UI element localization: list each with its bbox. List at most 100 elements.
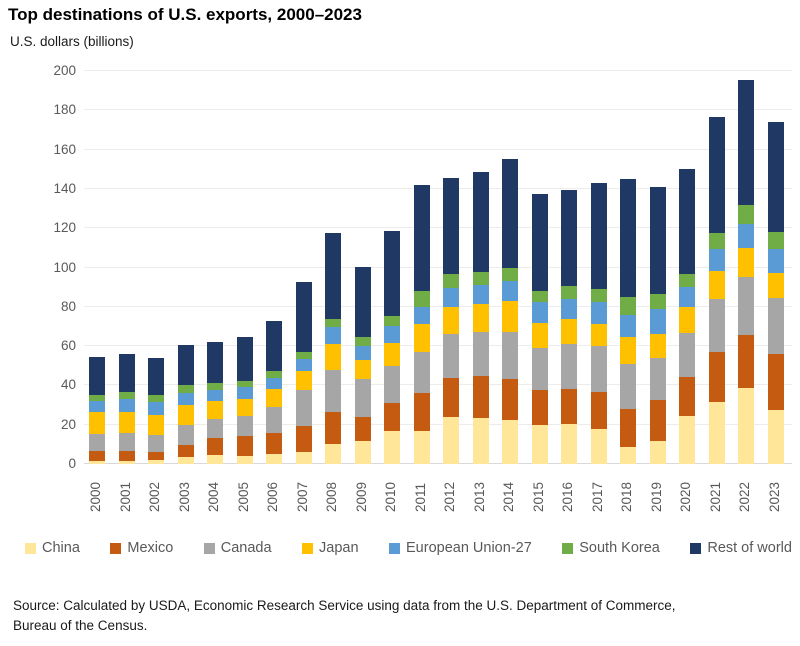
bar-2020-canada <box>679 333 696 378</box>
bar-2011-mexico <box>413 392 430 431</box>
bar-2003-canada <box>177 425 194 445</box>
x-tick-2004: 2004 <box>206 481 222 512</box>
gridline-160 <box>84 148 792 150</box>
bar-2005-japan <box>236 398 253 416</box>
bar-2009-south-korea <box>354 337 371 346</box>
bar-2023-japan <box>767 273 784 299</box>
x-tick-2003: 2003 <box>176 481 192 512</box>
bar-2019-canada <box>649 357 666 401</box>
bar-2022-south-korea <box>738 205 755 225</box>
bar-2021-mexico <box>708 351 725 402</box>
y-tick-100: 100 <box>53 259 76 275</box>
bar-2005-rest-of-world <box>236 337 253 381</box>
y-tick-80: 80 <box>60 298 76 314</box>
bar-2009-japan <box>354 360 371 380</box>
bar-2006-south-korea <box>266 371 283 379</box>
bar-2021-european-union-27 <box>708 249 725 272</box>
bar-2001-japan <box>118 411 135 433</box>
x-tick-2013: 2013 <box>471 481 487 512</box>
bar-2014-china <box>502 419 519 464</box>
bar-2006-rest-of-world <box>266 320 283 372</box>
bar-2017-japan <box>590 324 607 347</box>
bar-2004-mexico <box>207 437 224 455</box>
bar-2008-japan <box>325 343 342 371</box>
bar-2004-european-union-27 <box>207 390 224 401</box>
gridline-120 <box>84 227 792 229</box>
bar-2001 <box>118 354 135 464</box>
bar-2016 <box>561 190 578 464</box>
bar-2012-japan <box>443 307 460 334</box>
bar-2003-south-korea <box>177 385 194 394</box>
bar-2002-canada <box>148 435 165 452</box>
bar-2015-south-korea <box>531 290 548 302</box>
bar-2004-china <box>207 454 224 464</box>
gridline-140 <box>84 187 792 189</box>
legend-swatch-icon <box>203 542 215 554</box>
source-line-2: Bureau of the Census. <box>13 618 148 634</box>
bar-2004-rest-of-world <box>207 342 224 384</box>
bar-2023-mexico <box>767 353 784 410</box>
legend-label: Canada <box>220 540 272 556</box>
legend-label: South Korea <box>579 540 660 556</box>
bar-2003-rest-of-world <box>177 344 194 386</box>
bar-2023-european-union-27 <box>767 249 784 274</box>
bar-2000-canada <box>89 433 106 452</box>
gridline-0 <box>84 463 792 464</box>
bar-2005-mexico <box>236 435 253 456</box>
bar-2007 <box>295 282 312 464</box>
x-tick-2022: 2022 <box>737 481 753 512</box>
x-tick-2001: 2001 <box>117 481 133 512</box>
bar-2007-mexico <box>295 426 312 453</box>
legend-label: Japan <box>319 540 359 556</box>
bar-2008-china <box>325 443 342 464</box>
bar-2018-china <box>620 447 637 464</box>
bar-2009-canada <box>354 379 371 417</box>
legend-item-south-korea: South Korea <box>562 540 660 556</box>
x-tick-2019: 2019 <box>648 481 664 512</box>
bar-2004 <box>207 342 224 464</box>
x-tick-2017: 2017 <box>589 481 605 512</box>
bar-2023-rest-of-world <box>767 121 784 232</box>
y-tick-180: 180 <box>53 102 76 118</box>
bar-2022-european-union-27 <box>738 224 755 249</box>
bar-2004-canada <box>207 418 224 438</box>
bar-2003-china <box>177 456 194 464</box>
bar-2004-south-korea <box>207 383 224 391</box>
bar-2006 <box>266 320 283 464</box>
bar-2013 <box>472 171 489 464</box>
bar-2010-china <box>384 431 401 464</box>
legend-label: China <box>42 540 80 556</box>
bar-2020-china <box>679 416 696 464</box>
bar-2012-china <box>443 417 460 464</box>
bar-2021-canada <box>708 299 725 352</box>
bar-2019-mexico <box>649 400 666 442</box>
gridline-200 <box>84 70 792 71</box>
bar-2001-south-korea <box>118 392 135 399</box>
bar-2011-rest-of-world <box>413 185 430 291</box>
gridline-20 <box>84 423 792 425</box>
bar-2010-canada <box>384 365 401 403</box>
bar-2017-rest-of-world <box>590 183 607 289</box>
bar-2002 <box>148 357 165 464</box>
legend-swatch-icon <box>110 542 122 554</box>
bar-2014-european-union-27 <box>502 281 519 301</box>
y-tick-60: 60 <box>60 338 76 354</box>
bar-2017-china <box>590 429 607 464</box>
bar-2014-canada <box>502 331 519 379</box>
legend-item-japan: Japan <box>302 540 359 556</box>
bar-2023-south-korea <box>767 231 784 250</box>
x-tick-2018: 2018 <box>619 481 635 512</box>
legend-swatch-icon <box>25 542 36 554</box>
bar-2015-canada <box>531 347 548 391</box>
legend-item-canada: Canada <box>203 540 272 556</box>
bar-2005-canada <box>236 415 253 436</box>
bar-2010-european-union-27 <box>384 326 401 343</box>
bar-2008-european-union-27 <box>325 327 342 344</box>
bar-2008-mexico <box>325 411 342 444</box>
bar-2013-china <box>472 418 489 464</box>
bar-2021-rest-of-world <box>708 117 725 233</box>
bar-2022-china <box>738 388 755 464</box>
legend-swatch-icon <box>389 542 401 554</box>
bar-2014-japan <box>502 300 519 332</box>
bar-2005 <box>236 337 253 464</box>
